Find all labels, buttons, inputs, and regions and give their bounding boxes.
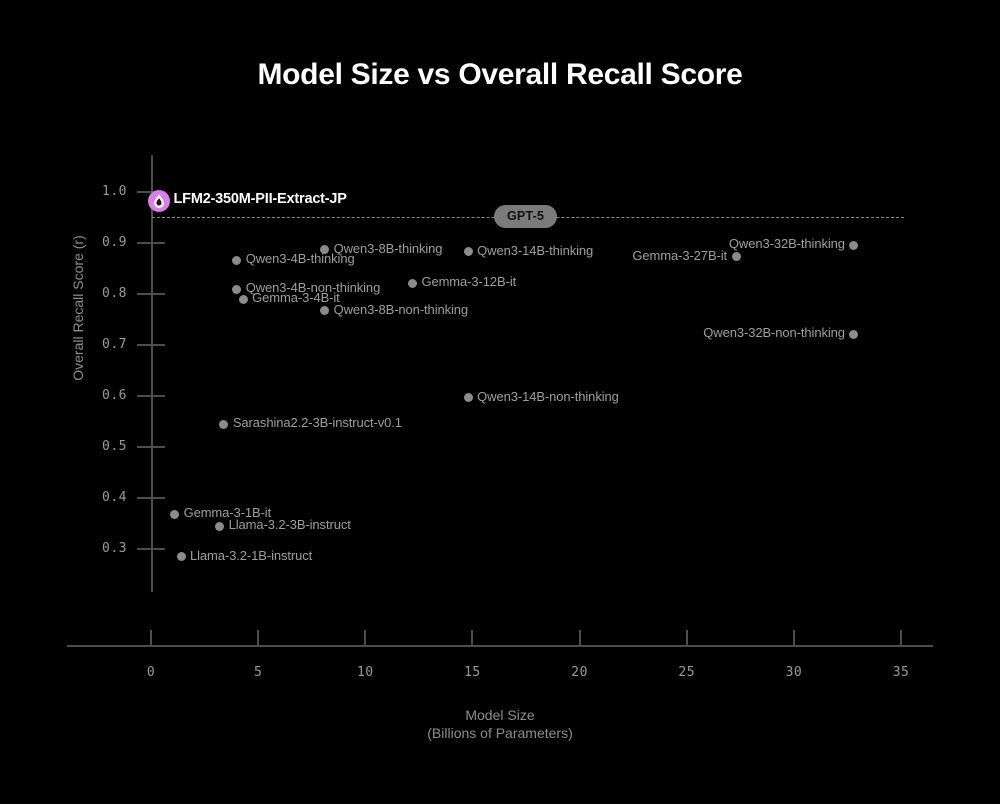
scatter-point[interactable] [463,393,473,403]
y-axis-tick-label: 0.8 [102,286,127,301]
scatter-point-label: Sarashina2.2-3B-instruct-v0.1 [232,415,402,431]
scatter-point-label: Gemma-3-12B-it [421,274,517,290]
scatter-point-label: Gemma-3-4B-it [252,290,340,306]
scatter-point[interactable] [849,240,859,250]
scatter-point[interactable] [731,252,741,262]
x-axis-tick [792,630,795,647]
scatter-point-label: Qwen3-4B-non-thinking [245,280,381,296]
scatter-point[interactable] [232,255,242,265]
y-axis-tick [137,548,165,550]
x-axis-line [67,645,933,647]
y-axis-tick-label: 0.4 [102,490,127,505]
y-axis-tick [137,497,165,499]
scatter-point-label: Llama-3.2-1B-instruct [190,547,313,563]
scatter-point[interactable] [320,245,330,255]
scatter-point[interactable] [176,552,186,562]
x-axis-tick [257,630,260,647]
scatter-point-label: Qwen3-32B-thinking [728,236,845,252]
y-axis-tick [137,344,165,346]
x-axis-tick-label: 25 [678,665,696,680]
scatter-point[interactable] [232,284,242,294]
x-axis-tick [364,630,367,647]
x-axis-title-line1: Model Size [465,707,535,723]
x-axis-title-line2: (Billions of Parameters) [427,725,573,741]
y-axis-tick [137,293,165,295]
scatter-point[interactable] [170,509,180,519]
scatter-point[interactable] [219,419,229,429]
scatter-point-label: Qwen3-8B-thinking [333,240,443,256]
scatter-point-label: Qwen3-4B-thinking [245,251,355,267]
y-axis-tick [137,446,165,448]
x-axis-tick-label: 10 [356,665,374,680]
page-title: Model Size vs Overall Recall Score [257,58,743,91]
y-axis-tick-label: 0.5 [102,439,127,454]
gpt5-reference-badge: GPT-5 [494,205,558,229]
lfm2-highlight-marker[interactable] [147,190,170,213]
y-axis-title: Overall Recall Score (r) [70,235,86,381]
x-axis-tick [578,630,581,647]
scatter-point[interactable] [238,294,248,304]
x-axis-title: Model Size (Billions of Parameters) [0,706,1000,742]
lfm2-highlight-label: LFM2-350M-PII-Extract-JP [173,191,347,208]
y-axis-tick-label: 0.9 [102,235,127,250]
scatter-point[interactable] [320,306,330,316]
scatter-point-label: Gemma-3-27B-it [632,247,728,263]
x-axis-tick [150,630,152,647]
scatter-point[interactable] [463,247,473,257]
x-axis-tick [685,630,688,647]
x-axis-tick [471,630,474,647]
x-axis-tick-label: 20 [571,665,588,680]
y-axis-tick-label: 0.7 [102,337,127,352]
x-axis-tick-label: 0 [146,665,156,680]
scatter-point[interactable] [849,329,859,339]
scatter-point-label: Llama-3.2-3B-instruct [228,517,351,533]
scatter-point-label: Qwen3-32B-non-thinking [703,325,845,341]
y-axis-tick [137,395,165,397]
y-axis-line [151,155,153,592]
y-axis-tick-label: 1.0 [102,184,127,199]
scatter-point-label: Gemma-3-1B-it [183,505,272,521]
droplet-icon [153,194,164,209]
y-axis-tick-label: 0.6 [102,388,127,403]
y-axis-tick [137,242,165,244]
y-axis-tick-label: 0.3 [102,541,127,556]
x-axis-tick-label: 5 [253,665,263,680]
x-axis-tick-label: 35 [892,665,910,680]
x-axis-tick-label: 15 [464,665,481,680]
scatter-point[interactable] [407,278,417,288]
scatter-point[interactable] [215,521,225,531]
scatter-point-label: Qwen3-14B-non-thinking [477,388,619,404]
scatter-point-label: Qwen3-8B-non-thinking [333,301,469,317]
x-axis-tick [900,630,903,647]
scatter-point-label: Qwen3-14B-thinking [477,242,594,258]
x-axis-tick-label: 30 [785,665,803,680]
